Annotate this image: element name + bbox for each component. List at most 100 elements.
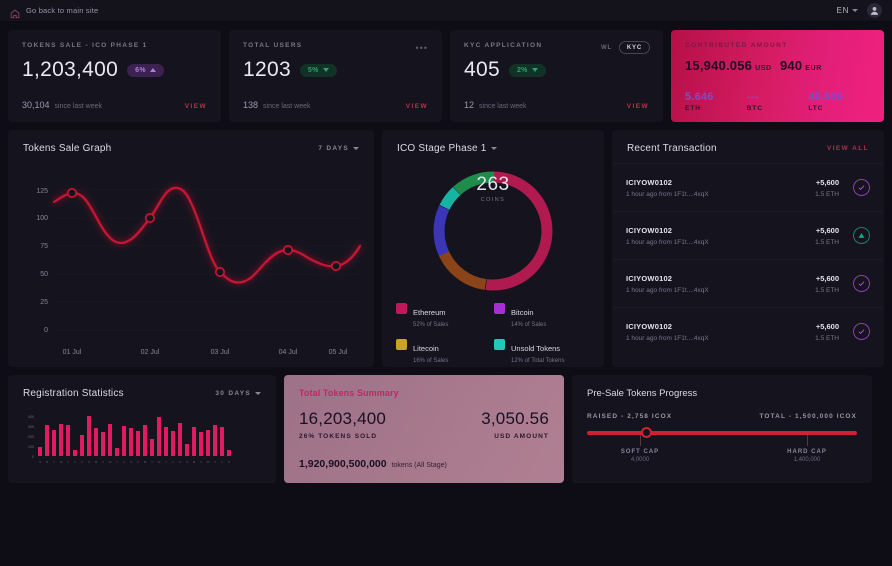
stat-value: 1,203,400 (22, 58, 119, 81)
panel-title: ICO Stage Phase 1 (397, 143, 487, 154)
view-link[interactable]: VIEW (184, 103, 207, 110)
coin-value: 5.646 (685, 91, 714, 103)
progress-slider[interactable] (587, 427, 857, 438)
contributed-usd: 15,940.056 USD (685, 57, 780, 75)
svg-text:S: S (186, 460, 188, 464)
all-stage-value: 1,920,900,500,000 (299, 458, 387, 470)
usd-amount-value: 3,050.56 (481, 409, 549, 428)
stat-card-kyc-application: KYC APPLICATION WL KYC 405 2% 12 since l… (450, 30, 663, 122)
svg-text:W: W (60, 460, 63, 464)
stat-title: TOKENS SALE - ICO PHASE 1 (22, 42, 148, 49)
hard-cap-value: 1,400,000 (793, 457, 821, 463)
ico-stage-dropdown[interactable]: ICO Stage Phase 1 (397, 143, 497, 154)
svg-text:T: T (200, 460, 202, 464)
coin-eth: 5.646 ETH (685, 91, 747, 112)
ico-stage-panel: ICO Stage Phase 1 263 COINS (382, 130, 604, 367)
svg-text:W: W (109, 460, 112, 464)
svg-text:05 Jul: 05 Jul (329, 349, 348, 356)
stat-card-total-users: TOTAL USERS ••• 1203 5% 138 since last w… (229, 30, 442, 122)
stat-value: 405 (464, 58, 500, 81)
contributed-usd-value: 15,940.056 (685, 58, 753, 73)
transaction-id: ICIYOW0102 (626, 225, 673, 235)
tokens-sold-block: 16,203,400 26% TOKENS SOLD (299, 409, 424, 440)
coin-label: ETH (685, 105, 701, 112)
language-selector[interactable]: EN (837, 6, 858, 15)
view-link[interactable]: VIEW (405, 103, 428, 110)
status-badge: 6% (127, 63, 164, 77)
more-options-icon[interactable]: ••• (415, 43, 428, 53)
data-points (66, 187, 341, 278)
coin-ltc: 40.506 LTC (808, 91, 870, 112)
hard-cap-marker: HARD CAP 1,400,000 (772, 435, 842, 463)
view-all-link[interactable]: VIEW ALL (826, 145, 869, 152)
legend-item-unsold-tokens: Unsold Tokens 12% of Total Tokens (494, 338, 592, 364)
transaction-amount: +5,600 (815, 273, 839, 283)
table-row[interactable]: ICIYOW0102 1 hour ago from 1F1t....4xqX … (612, 259, 884, 307)
contributed-eur-value: 940 (780, 58, 803, 73)
donut-segment-bitcoin (433, 171, 553, 291)
transaction-id: ICIYOW0102 (626, 321, 673, 331)
legend-sub: 14% of Sales (511, 322, 547, 328)
legend-sub: 52% of Sales (413, 322, 449, 328)
svg-text:0: 0 (32, 455, 34, 459)
tokens-sold-label: 26% TOKENS SOLD (299, 433, 378, 440)
panel-title: Recent Transaction (627, 143, 717, 154)
svg-text:03 Jul: 03 Jul (211, 349, 230, 356)
arrow-down-icon (531, 68, 538, 72)
svg-text:100: 100 (36, 215, 48, 222)
status-badge: 5% (299, 63, 337, 77)
slider-knob[interactable] (641, 427, 652, 438)
hard-cap-tick (806, 435, 808, 446)
panel-title: Tokens Sale Graph (23, 143, 112, 154)
stat-title: CONTRIBUTED AMOUNT (685, 42, 788, 49)
total-label: TOTAL - 1,500,000 ICOX (759, 413, 857, 420)
bars (38, 416, 231, 456)
avatar[interactable] (867, 3, 882, 18)
grid-lines (54, 189, 360, 331)
legend-sub: 12% of Total Tokens (511, 358, 565, 364)
transaction-meta: 1 hour ago from 1F1t....4xqX (626, 190, 709, 198)
back-to-main-site[interactable]: Go back to main site (10, 6, 98, 18)
legend-label: Litecoin (413, 344, 439, 353)
donut-center-unit: COINS (480, 197, 506, 203)
stat-card-tokens-sale: TOKENS SALE - ICO PHASE 1 1,203,400 6% 3… (8, 30, 221, 122)
legend-label: Unsold Tokens (511, 344, 561, 353)
svg-text:M: M (144, 460, 147, 464)
stat-delta-label: since last week (54, 103, 102, 110)
svg-text:75: 75 (40, 243, 48, 250)
svg-text:W: W (207, 460, 210, 464)
table-row[interactable]: ICIYOW0102 1 hour ago from 1F1t....4xqX … (612, 211, 884, 259)
svg-text:01 Jul: 01 Jul (63, 349, 82, 356)
stat-delta-value: 30,104 (22, 100, 50, 110)
svg-text:T: T (165, 460, 167, 464)
chevron-down-icon (255, 392, 261, 395)
transaction-amount: +5,600 (815, 177, 839, 187)
panel-title: Pre-Sale Tokens Progress (587, 388, 698, 399)
contributed-usd-label: USD (755, 65, 772, 72)
legend-item-ethereum: Ethereum 52% of Sales (396, 302, 494, 328)
donut-legend: Ethereum 52% of Sales Bitcoin 14% of Sal… (396, 302, 592, 374)
table-row[interactable]: ICIYOW0102 1 hour ago from 1F1t....4xqX … (612, 163, 884, 211)
svg-text:125: 125 (36, 188, 48, 195)
svg-text:25: 25 (40, 299, 48, 306)
home-icon (10, 6, 20, 18)
svg-text:04 Jul: 04 Jul (279, 349, 298, 356)
range-dropdown-7-days[interactable]: 7 DAYS (318, 145, 359, 152)
table-row[interactable]: ICIYOW0102 1 hour ago from 1F1t....4xqX … (612, 307, 884, 355)
middle-row: Tokens Sale Graph 7 DAYS 125 100 75 (8, 130, 884, 367)
legend-swatch (494, 339, 505, 350)
arrow-down-icon (322, 68, 329, 72)
wl-toggle[interactable]: WL (600, 44, 612, 51)
range-dropdown-30-days[interactable]: 30 DAYS (215, 390, 261, 397)
kyc-toggle[interactable]: KYC (618, 41, 650, 54)
svg-text:F: F (172, 460, 174, 464)
tokens-sale-graph-panel: Tokens Sale Graph 7 DAYS 125 100 75 (8, 130, 374, 367)
presale-tokens-progress-panel: Pre-Sale Tokens Progress RAISED - 2,758 … (572, 375, 872, 483)
chevron-down-icon (490, 147, 497, 150)
view-link[interactable]: VIEW (626, 103, 649, 110)
svg-text:S: S (88, 460, 90, 464)
triangle-circle-icon (853, 227, 870, 244)
coin-label: BTC (746, 105, 764, 112)
transaction-id: ICIYOW0102 (626, 177, 673, 187)
y-axis-labels: 125 100 75 50 25 0 (36, 188, 48, 334)
